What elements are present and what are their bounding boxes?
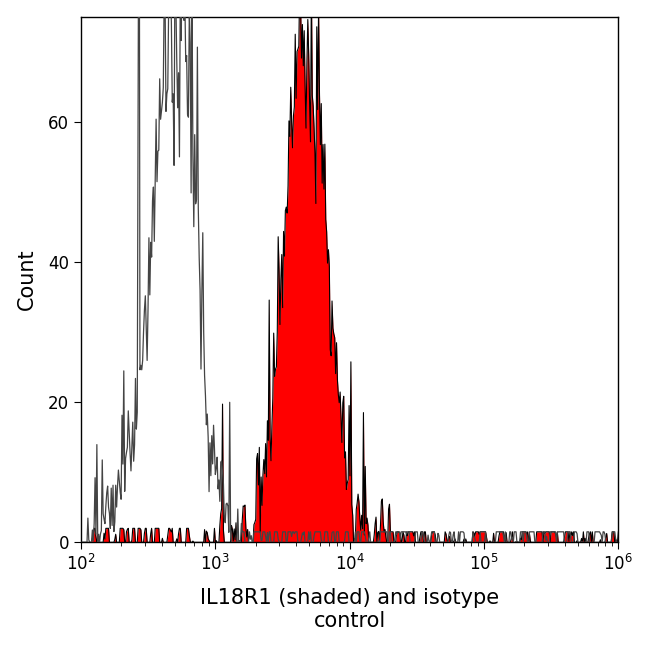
X-axis label: IL18R1 (shaded) and isotype
control: IL18R1 (shaded) and isotype control (200, 588, 499, 631)
Y-axis label: Count: Count (17, 249, 36, 310)
